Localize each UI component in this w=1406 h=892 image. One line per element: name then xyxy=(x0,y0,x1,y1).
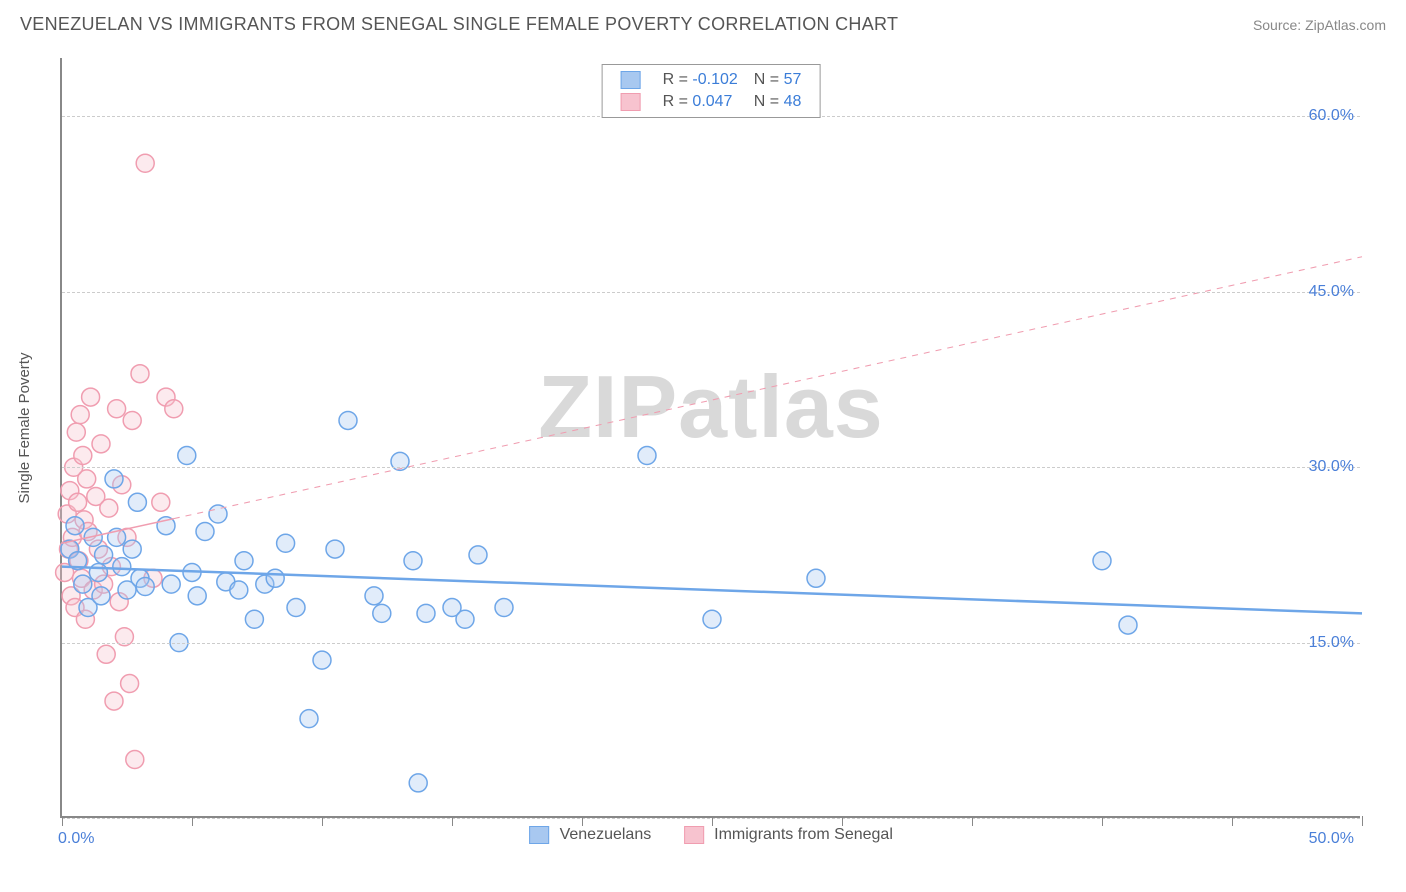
swatch-senegal-icon xyxy=(684,826,704,844)
legend-label-senegal: Immigrants from Senegal xyxy=(714,826,893,843)
swatch-venezuelans xyxy=(621,71,641,89)
swatch-senegal xyxy=(621,93,641,111)
legend-row-venezuelans: R = -0.102 N = 57 xyxy=(613,69,810,91)
legend-series: Venezuelans Immigrants from Senegal xyxy=(515,826,907,844)
x-axis-end-label: 50.0% xyxy=(1309,830,1354,848)
y-tick-label: 45.0% xyxy=(1309,283,1354,301)
legend-row-senegal: R = 0.047 N = 48 xyxy=(613,91,810,113)
swatch-venezuelans-icon xyxy=(529,826,549,844)
legend-label-venezuelans: Venezuelans xyxy=(560,826,652,843)
plot-area: ZIPatlas R = -0.102 N = 57 R = 0.047 N =… xyxy=(60,58,1360,818)
source-attribution: Source: ZipAtlas.com xyxy=(1253,17,1386,33)
correlation-chart: Single Female Poverty ZIPatlas R = -0.10… xyxy=(20,48,1386,858)
scatter-svg xyxy=(62,58,1360,816)
y-axis-label: Single Female Poverty xyxy=(16,353,33,504)
page-title: VENEZUELAN VS IMMIGRANTS FROM SENEGAL SI… xyxy=(20,14,898,35)
y-tick-label: 60.0% xyxy=(1309,107,1354,125)
legend-stats: R = -0.102 N = 57 R = 0.047 N = 48 xyxy=(602,64,821,118)
y-tick-label: 30.0% xyxy=(1309,458,1354,476)
x-axis-start-label: 0.0% xyxy=(58,830,94,848)
y-tick-label: 15.0% xyxy=(1309,634,1354,652)
